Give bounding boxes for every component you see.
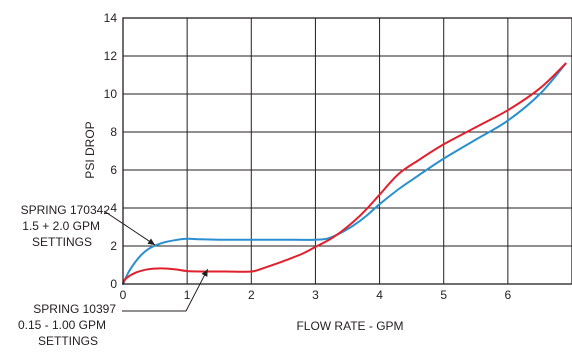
annotation-arrowhead xyxy=(147,238,156,246)
annotation-leader-line xyxy=(122,268,209,312)
x-tick-label: 1 xyxy=(184,288,191,302)
series-line-spring-10397 xyxy=(122,62,567,285)
y-tick-label: 8 xyxy=(110,125,117,139)
x-tick-label: 3 xyxy=(312,288,319,302)
plot-frame xyxy=(122,17,572,285)
y-tick-label: 6 xyxy=(110,163,117,177)
series-line-spring-170342 xyxy=(122,62,567,285)
x-tick-label: 0 xyxy=(120,288,127,302)
x-tick-label: 6 xyxy=(505,288,512,302)
y-tick-label: 4 xyxy=(110,201,117,215)
y-axis-label: PSI DROP xyxy=(83,121,97,178)
y-tick-label: 2 xyxy=(110,239,117,253)
x-tick-label: 4 xyxy=(376,288,383,302)
y-tick-label: 10 xyxy=(104,87,118,101)
series-layer xyxy=(122,62,567,285)
x-axis-label: FLOW RATE - GPM xyxy=(296,319,403,333)
annotations: SPRING 170342 1.5 + 2.0 GPM SETTINGS SPRING… xyxy=(18,203,209,348)
y-tick-label: 14 xyxy=(104,11,118,25)
annotation-label: SPRING 10397 0.15 - 1.00 GPM SETTINGS xyxy=(18,302,116,348)
y-tick-label: 0 xyxy=(110,277,117,291)
annotation-arrowhead xyxy=(201,269,208,277)
grid xyxy=(123,18,572,284)
y-tick-label: 12 xyxy=(104,49,118,63)
annotation-label: SPRING 170342 1.5 + 2.0 GPM SETTINGS xyxy=(21,203,111,249)
x-tick-label: 5 xyxy=(440,288,447,302)
x-tick-label: 2 xyxy=(248,288,255,302)
annotation-leader-line xyxy=(103,210,156,246)
